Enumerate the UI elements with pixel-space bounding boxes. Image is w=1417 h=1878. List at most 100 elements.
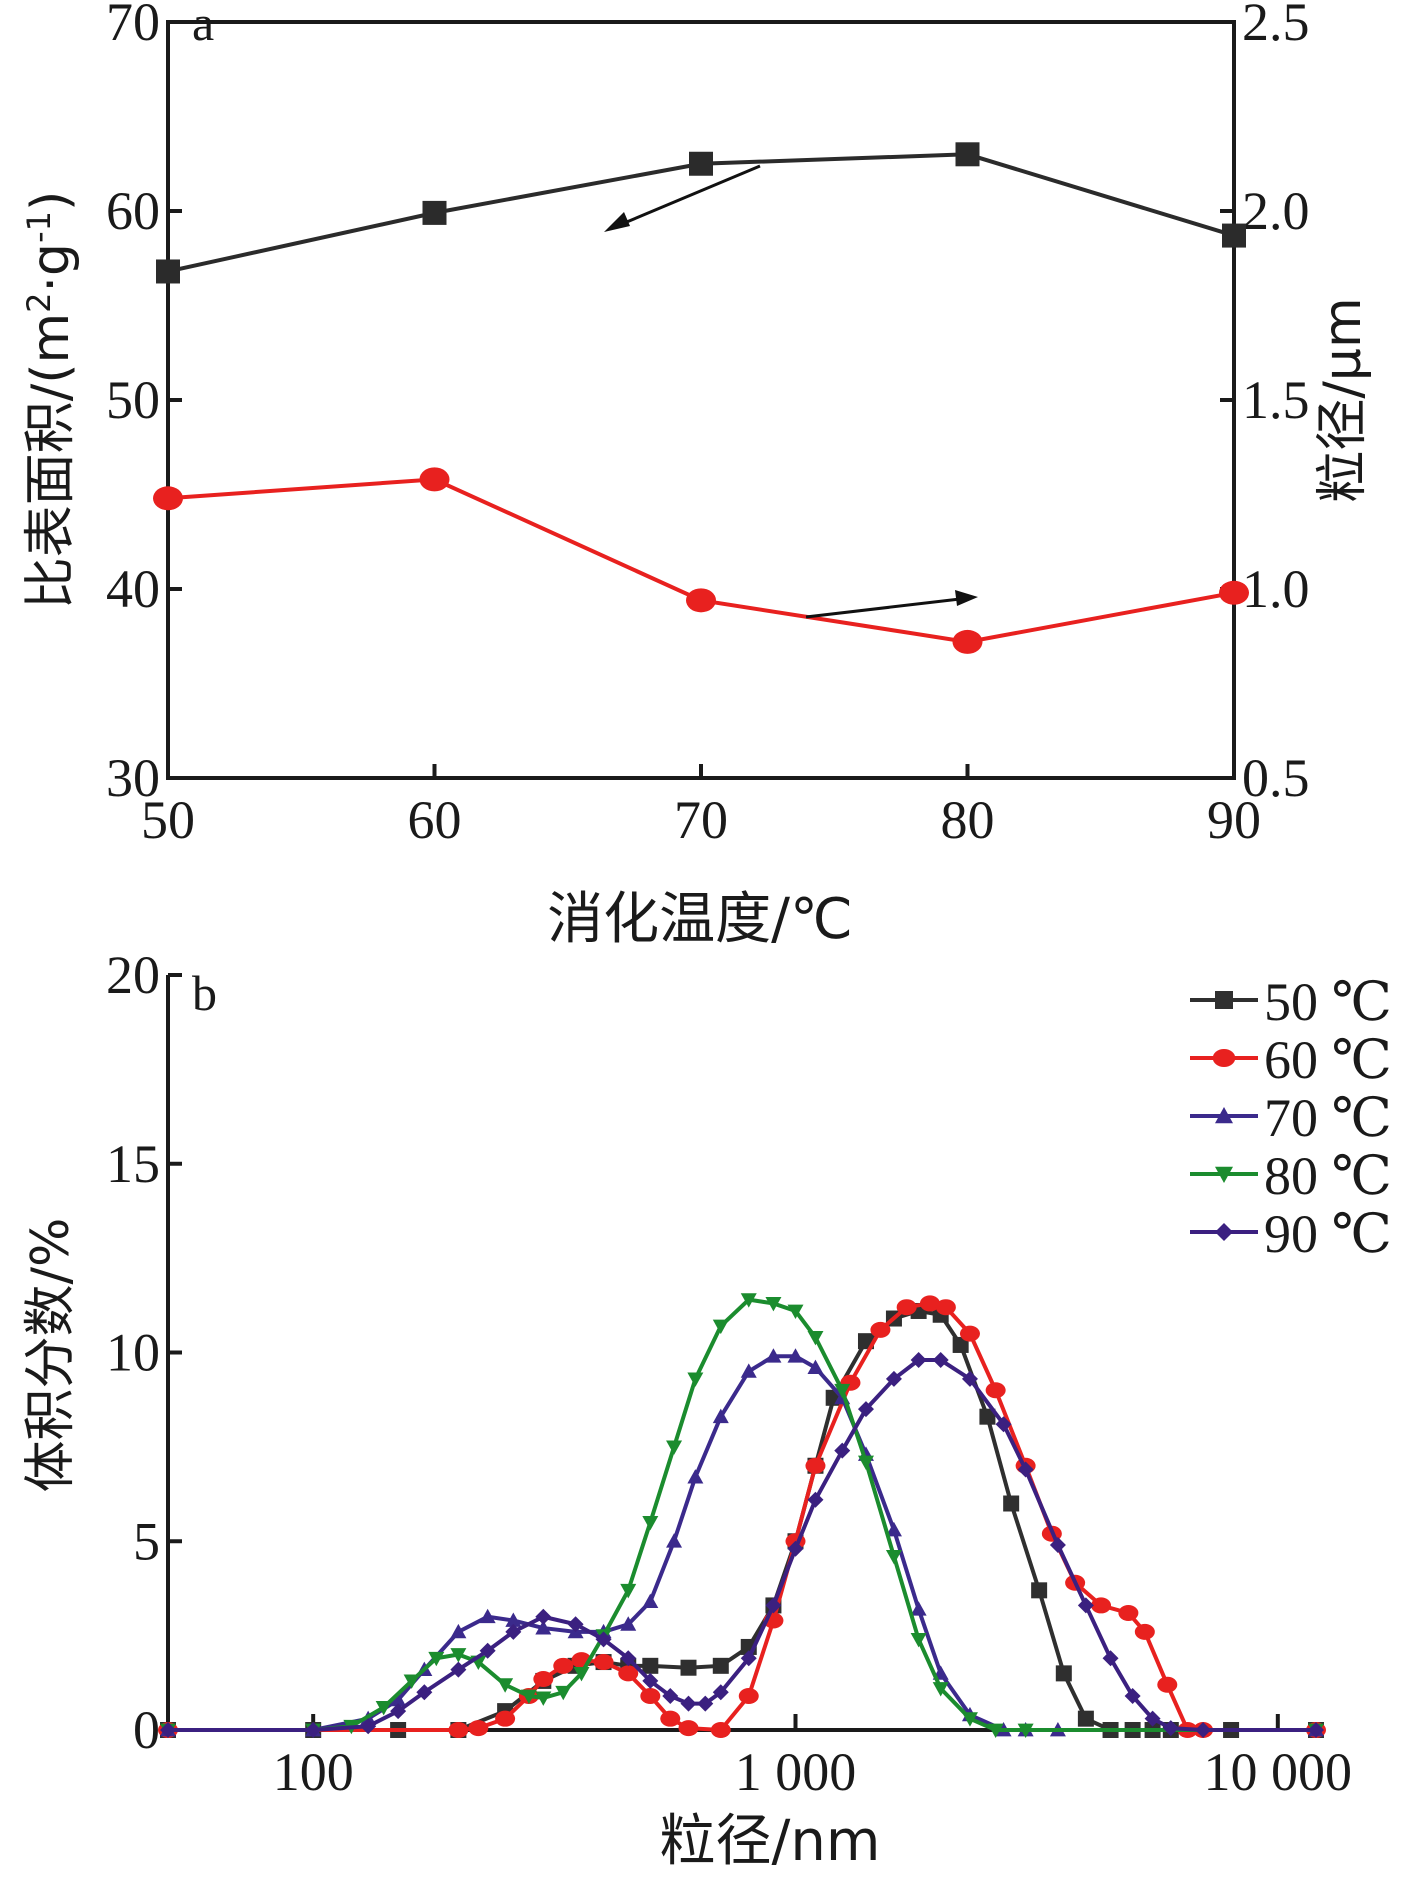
panel-a-left-tick-label: 40 bbox=[106, 559, 160, 619]
panel-b-x-tick-label: 10 000 bbox=[1204, 1742, 1353, 1802]
panel-a-series-0-point bbox=[422, 200, 447, 225]
panel-b-series-3-point bbox=[740, 1293, 757, 1308]
panel-b-series bbox=[158, 1293, 1326, 1738]
panel-a-left-tick-label: 70 bbox=[106, 0, 160, 52]
panel-b-series-4-point bbox=[857, 1401, 874, 1418]
panel-b-series-4-point bbox=[910, 1352, 927, 1369]
panel-b-series-3-point bbox=[987, 1723, 1004, 1738]
panel-b-series-4-point bbox=[1077, 1597, 1094, 1614]
panel-b-series-3-point bbox=[961, 1712, 978, 1727]
panel-b-series-1-point bbox=[533, 1671, 554, 1688]
panel-a-x-tick-label: 90 bbox=[1207, 790, 1261, 850]
panel-b-series-1-point bbox=[678, 1720, 699, 1737]
panel-b-series-3-point bbox=[403, 1674, 420, 1689]
panel-a-series-0-point bbox=[955, 142, 980, 167]
panel-b-series-4-point bbox=[1162, 1720, 1179, 1737]
legend-item-1-marker bbox=[1212, 1049, 1236, 1067]
panel-a-right-tick-label: 2.5 bbox=[1242, 0, 1310, 52]
panel-b-series-3-point bbox=[520, 1689, 537, 1705]
panel-b-series-1-point bbox=[959, 1325, 980, 1342]
panel-b-series-4-point bbox=[1017, 1461, 1034, 1478]
panel-b-series-4-point bbox=[360, 1718, 377, 1735]
panel-a-left-title-sup1: 2 bbox=[20, 292, 58, 312]
panel-a-right-title: 粒径/μm bbox=[1313, 297, 1373, 502]
panel-b-series-3-point bbox=[712, 1319, 729, 1335]
panel-b-y-title: 体积分数/% bbox=[21, 1218, 81, 1493]
panel-b-x-title: 粒径/nm bbox=[660, 1809, 881, 1874]
legend-item-0-marker bbox=[1215, 991, 1233, 1009]
panel-b-series-3-point bbox=[910, 1633, 927, 1648]
panel-a-right-tick-label: 0.5 bbox=[1242, 748, 1310, 808]
panel-b-y-tick-label: 20 bbox=[106, 945, 160, 1005]
panel-b-series-4-point bbox=[740, 1650, 757, 1667]
panel-a-series-1-point bbox=[686, 588, 716, 613]
panel-b-series-2-point bbox=[687, 1469, 704, 1484]
panel-b-x-tick-label: 100 bbox=[273, 1742, 354, 1802]
panel-a-series-1-line bbox=[167, 477, 1235, 644]
panel-a-label: a bbox=[192, 0, 214, 51]
panel-b-series-4-point bbox=[885, 1370, 902, 1387]
panel-b-series-4-point bbox=[416, 1684, 433, 1701]
panel-b-label: b bbox=[192, 965, 217, 1021]
panel-b-series-1-point bbox=[935, 1299, 956, 1316]
panel-b-series-4-point bbox=[1308, 1722, 1324, 1738]
panel-b-y-title-text: 体积分数/% bbox=[21, 1218, 81, 1493]
panel-b-series-2-point bbox=[765, 1348, 782, 1363]
panel-b-series-0-point bbox=[1031, 1582, 1048, 1599]
panel-b-series-4-point bbox=[712, 1684, 729, 1701]
panel-b-series-3-point bbox=[666, 1440, 683, 1455]
panel-a-x-tick-label: 70 bbox=[674, 790, 728, 850]
panel-a-x-tick-label: 80 bbox=[941, 790, 995, 850]
panel-b-series-3-point bbox=[932, 1682, 949, 1697]
panel-b-series-2-point bbox=[740, 1363, 757, 1378]
legend-item-2-marker bbox=[1215, 1107, 1233, 1124]
panel-b-series-2-point bbox=[807, 1359, 824, 1374]
panel-b-series-2-point bbox=[479, 1608, 496, 1624]
panel-b-series-4-point bbox=[642, 1672, 659, 1689]
panel-b-series-1-point bbox=[593, 1654, 614, 1671]
panel-b-series-1-point bbox=[660, 1710, 681, 1727]
panel-b-series-4-point bbox=[1144, 1710, 1161, 1727]
panel-a-left-tick-label: 30 bbox=[106, 748, 160, 808]
panel-b-series-3-point bbox=[857, 1455, 874, 1470]
panel-b-series-2-line bbox=[168, 1354, 1316, 1732]
panel-b-series-4-line bbox=[168, 1358, 1316, 1732]
panel-b-series-4-point bbox=[834, 1442, 851, 1459]
panel-a-left-axis: 30 40 50 60 70 bbox=[106, 0, 182, 808]
panel-b-series-3-point bbox=[765, 1297, 782, 1312]
legend-item-3-marker bbox=[1215, 1166, 1233, 1183]
panel-b-series-3-point bbox=[1017, 1723, 1034, 1738]
panel-a-right-tick-label: 2.0 bbox=[1242, 181, 1310, 241]
panel-b-series-3-point bbox=[555, 1685, 572, 1701]
panel-a-x-axis: 50 60 70 80 90 bbox=[141, 764, 1261, 850]
panel-b-series-4-point bbox=[390, 1703, 407, 1720]
panel-a-x-tick-label: 50 bbox=[141, 790, 195, 850]
panel-a-right-title-text: 粒径/μm bbox=[1313, 297, 1373, 502]
panel-b-series-3-point bbox=[450, 1648, 467, 1663]
legend-item-4-marker bbox=[1215, 1223, 1233, 1241]
panel-b-series-3-point bbox=[535, 1691, 552, 1706]
panel-b-series-1-point bbox=[1134, 1623, 1155, 1640]
panel-a-plot-frame bbox=[166, 20, 1236, 780]
panel-b-series-1-point bbox=[919, 1295, 940, 1312]
panel-b-series-1-point bbox=[738, 1688, 759, 1705]
panel-b-series-1-point bbox=[1118, 1604, 1139, 1621]
panel-b-series-4-point bbox=[535, 1608, 552, 1625]
panel-b-series-2-point bbox=[712, 1408, 729, 1424]
panel-b-series-2-point bbox=[787, 1348, 804, 1363]
panel-b-series-3-point bbox=[687, 1372, 704, 1387]
panel-b-series-1-point bbox=[618, 1665, 639, 1682]
panel-b-series-4-point bbox=[479, 1642, 496, 1659]
panel-b-series-2-point bbox=[910, 1601, 927, 1616]
panel-a-left-title-text: 比表面积/(m bbox=[21, 313, 81, 609]
panel-b-series-4-point bbox=[932, 1352, 949, 1369]
panel-b-series-3-point bbox=[573, 1666, 590, 1682]
panel-b-series-1-point bbox=[1091, 1597, 1112, 1614]
legend-item-4-label: 90 ℃ bbox=[1264, 1204, 1392, 1264]
panel-b-series-3-point bbox=[642, 1515, 659, 1531]
panel-a-series-0-point bbox=[1222, 223, 1246, 248]
panel-b-series-4-point bbox=[961, 1370, 978, 1387]
panel-b-series-3-point bbox=[885, 1549, 902, 1565]
